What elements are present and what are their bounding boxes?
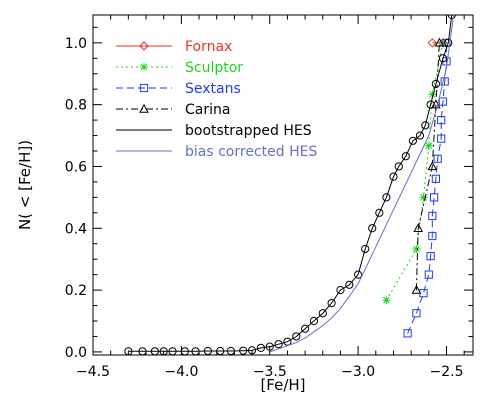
data-point-bootstrapped-hes bbox=[168, 347, 177, 355]
data-point-carina bbox=[427, 161, 438, 171]
plot-frame bbox=[92, 14, 474, 356]
data-point-sculptor bbox=[419, 193, 428, 202]
data-point-sextans bbox=[403, 329, 412, 338]
legend-label: Carina bbox=[185, 102, 230, 118]
series-line-bootstrapped-hes bbox=[128, 15, 453, 352]
data-point-sculptor bbox=[382, 296, 391, 305]
data-point-sextans bbox=[426, 251, 435, 261]
legend: Fornax Sculptor Sextans Carina bootstrapped … bbox=[116, 39, 317, 160]
axes: −4.5 −4.0 −3.5 −3.0 −2.5 0.0 0.2 0.4 0.6 0.8 1.0 bbox=[65, 15, 473, 380]
data-point-sextans bbox=[437, 134, 446, 143]
data-point-sextans bbox=[437, 115, 446, 125]
legend-entry-carina: Carina bbox=[116, 102, 230, 118]
series-line-carina bbox=[415, 42, 440, 291]
data-point-bootstrapped-hes bbox=[327, 298, 336, 308]
data-point-bootstrapped-hes bbox=[438, 54, 448, 63]
data-point-bootstrapped-hes bbox=[375, 208, 384, 217]
data-point-sextans bbox=[428, 231, 437, 241]
y-tick-label: 0.2 bbox=[65, 283, 87, 299]
y-tick-label: 0.4 bbox=[65, 221, 87, 237]
legend-entry-bootstrapped-hes: bootstrapped HES bbox=[116, 123, 312, 139]
x-tick-label: −4.0 bbox=[164, 364, 198, 380]
legend-label: Sextans bbox=[185, 81, 241, 97]
data-point-fornax bbox=[427, 38, 438, 48]
legend-entry-sculptor: Sculptor bbox=[116, 60, 243, 76]
x-tick-label: −3.5 bbox=[253, 364, 287, 380]
data-point-bootstrapped-hes bbox=[300, 324, 310, 333]
data-point-bootstrapped-hes bbox=[345, 280, 354, 289]
data-point-sextans bbox=[431, 174, 440, 183]
data-point-bootstrapped-hes bbox=[256, 343, 266, 352]
data-point-bootstrapped-hes bbox=[431, 79, 440, 89]
x-axis-label: [Fe/H] bbox=[260, 376, 305, 394]
data-point-sextans bbox=[433, 154, 442, 163]
data-point-carina bbox=[411, 284, 422, 294]
y-tick-label: 0.8 bbox=[65, 98, 87, 114]
data-point-carina bbox=[434, 37, 445, 47]
data-point-bootstrapped-hes bbox=[389, 172, 398, 181]
data-point-bootstrapped-hes bbox=[426, 100, 435, 109]
legend-entry-fornax: Fornax bbox=[116, 39, 232, 55]
data-point-bootstrapped-hes bbox=[274, 340, 283, 349]
data-point-bootstrapped-hes bbox=[318, 309, 327, 318]
data-point-bootstrapped-hes bbox=[444, 38, 453, 47]
data-point-bootstrapped-hes bbox=[354, 270, 363, 279]
data-point-bootstrapped-hes bbox=[368, 224, 377, 233]
data-point-sextans bbox=[428, 211, 437, 221]
data-point-bootstrapped-hes bbox=[447, 15, 456, 20]
legend-label: bootstrapped HES bbox=[185, 123, 312, 139]
y-tick-label: 0.6 bbox=[65, 159, 87, 175]
data-point-bootstrapped-hes bbox=[336, 285, 345, 295]
data-point-bootstrapped-hes bbox=[421, 121, 430, 130]
series-line-sextans bbox=[407, 42, 447, 334]
data-point-bootstrapped-hes bbox=[309, 316, 319, 326]
legend-label: Sculptor bbox=[185, 60, 243, 76]
x-tick-label: −4.5 bbox=[76, 364, 110, 380]
data-point-bootstrapped-hes bbox=[203, 346, 212, 355]
legend-entry-sextans: Sextans bbox=[116, 81, 241, 97]
legend-marker bbox=[139, 103, 149, 113]
data-point-sextans bbox=[440, 77, 449, 86]
data-point-bootstrapped-hes bbox=[292, 332, 301, 341]
x-tick-label: −3.0 bbox=[341, 364, 375, 380]
data-point-bootstrapped-hes bbox=[239, 346, 248, 355]
data-point-sextans bbox=[424, 270, 433, 279]
data-point-sculptor bbox=[424, 141, 433, 150]
legend-entry-bias-corrected-hes: bias corrected HES bbox=[116, 144, 317, 160]
plot-area bbox=[124, 15, 456, 355]
data-point-bootstrapped-hes bbox=[150, 347, 159, 355]
data-point-bootstrapped-hes bbox=[361, 244, 370, 254]
data-point-sculptor bbox=[428, 90, 437, 99]
y-tick-label: 0.0 bbox=[65, 345, 87, 361]
series-bias-corrected-hes bbox=[269, 15, 455, 353]
data-point-bootstrapped-hes bbox=[394, 162, 403, 171]
legend-label: Fornax bbox=[185, 39, 232, 55]
data-point-sculptor bbox=[412, 244, 421, 253]
x-tick-label: −2.5 bbox=[429, 364, 463, 380]
legend-marker bbox=[139, 83, 149, 93]
legend-label: bias corrected HES bbox=[185, 144, 317, 160]
data-point-sextans bbox=[412, 309, 421, 318]
data-point-bootstrapped-hes bbox=[401, 152, 410, 161]
data-point-bootstrapped-hes bbox=[382, 193, 391, 202]
legend-marker bbox=[140, 63, 148, 71]
y-axis-label: N( < [Fe/H]) bbox=[16, 140, 34, 230]
data-point-bootstrapped-hes bbox=[415, 131, 425, 140]
data-point-sextans bbox=[438, 97, 448, 106]
series-sextans bbox=[403, 38, 451, 338]
data-point-bootstrapped-hes bbox=[408, 136, 418, 145]
y-tick-label: 1.0 bbox=[65, 36, 87, 52]
data-point-sextans bbox=[430, 193, 439, 202]
series-line-bias-corrected-hes bbox=[269, 15, 455, 353]
legend-marker bbox=[139, 41, 149, 51]
data-point-carina bbox=[413, 223, 424, 232]
